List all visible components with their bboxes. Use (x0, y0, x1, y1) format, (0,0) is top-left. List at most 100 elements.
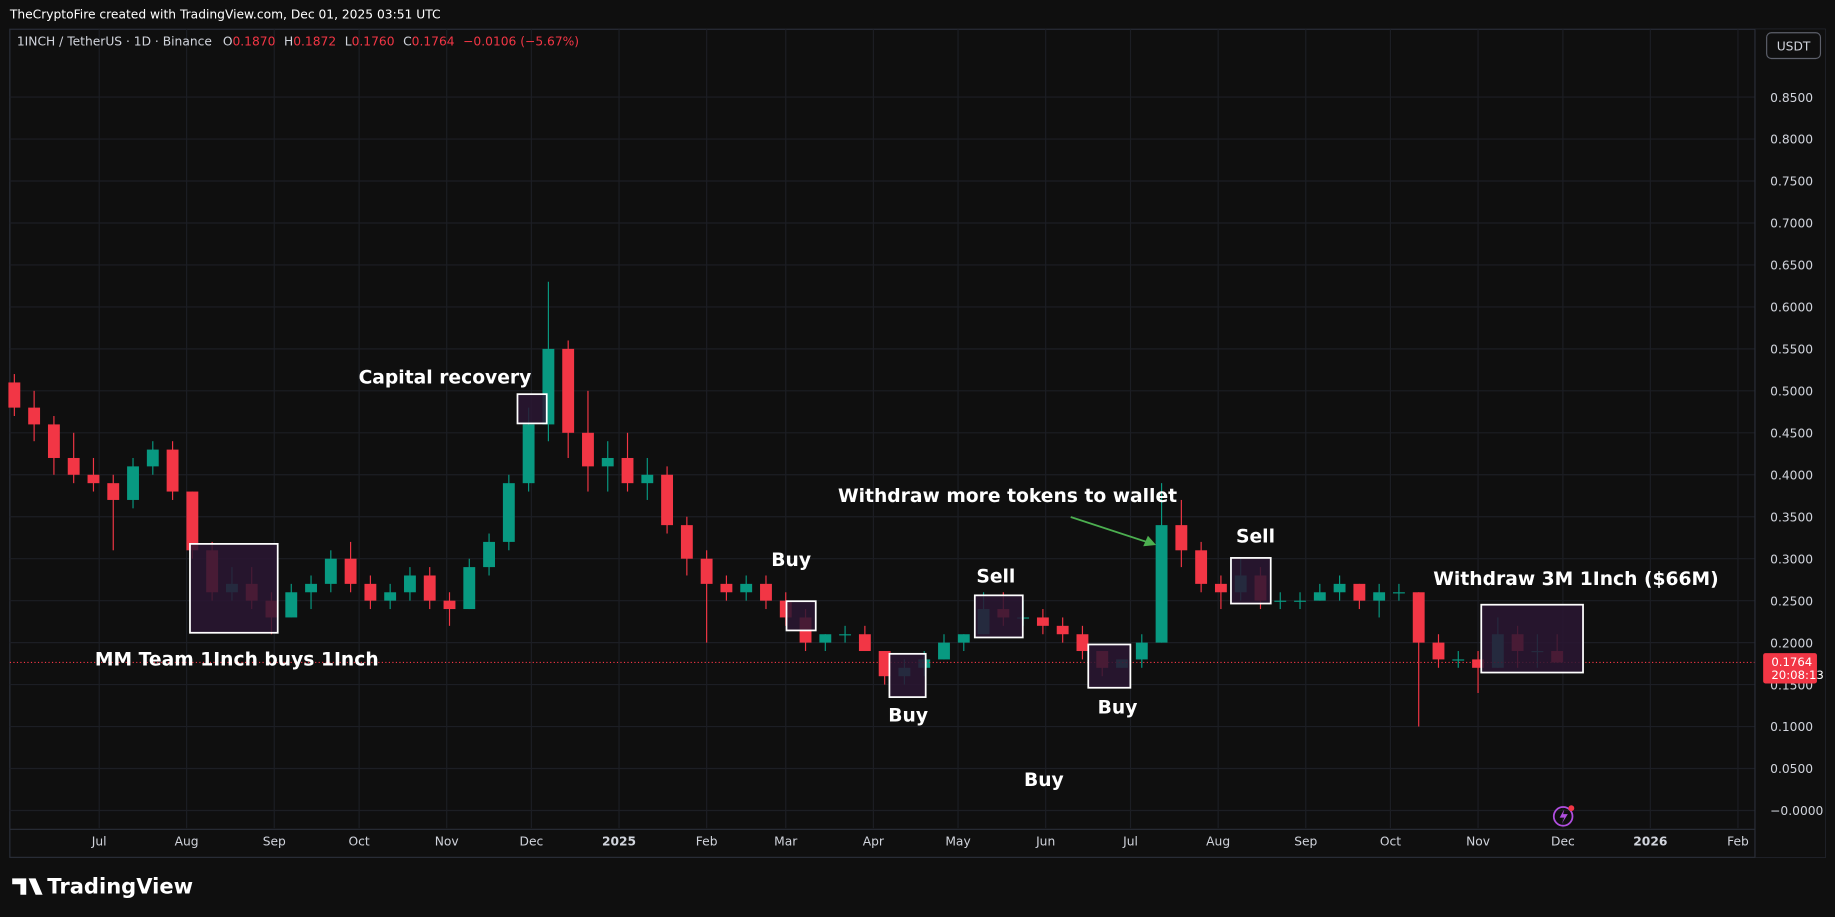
alert-circle[interactable] (1552, 806, 1574, 827)
annotation-boxes (189, 393, 1584, 698)
grid (9, 29, 1755, 829)
candle-body (1076, 634, 1089, 652)
last-price-tag (1763, 653, 1817, 684)
symbol-line: 1INCH / TetherUS · 1D · Binance O0.1870 … (17, 35, 579, 49)
candle-body (107, 483, 120, 500)
x-tick-label: Jul (91, 835, 107, 849)
change: −0.0106 (−5.67%) (463, 35, 579, 49)
y-tick-label: 0.1000 (1770, 720, 1813, 734)
candle-body (522, 424, 535, 484)
candle-body (483, 541, 495, 568)
candle-body (1135, 642, 1148, 660)
y-tick-label: 0.8000 (1770, 133, 1813, 147)
candle-body (582, 432, 594, 467)
candle-body (1412, 592, 1425, 643)
x-tick-label: Sep (1294, 835, 1317, 849)
x-tick-label: Apr (863, 835, 885, 849)
brand: TradingView (12, 874, 193, 899)
candle-body (1036, 617, 1049, 626)
annotation: Buy (771, 550, 811, 571)
candle-body (720, 583, 733, 593)
ohlc-value: 0.1872 (293, 35, 336, 49)
x-tick-label: Aug (175, 835, 199, 849)
y-tick-label: 0.6000 (1770, 301, 1813, 315)
y-tick-label: 0.2000 (1770, 636, 1813, 650)
candle-body (601, 457, 614, 467)
chart-pane (9, 28, 1826, 858)
annotation: Sell (1236, 527, 1275, 548)
x-tick-label: Feb (696, 835, 718, 849)
x-tick-label: 2025 (602, 835, 636, 849)
y-tick-label: 0.0500 (1770, 762, 1813, 776)
annotation-box (189, 543, 279, 634)
candle-body (8, 382, 21, 408)
annotation-box (973, 594, 1024, 639)
candle-body (443, 600, 456, 610)
x-tick-label: Jun (1035, 835, 1055, 849)
x-tick-label: Oct (1380, 835, 1401, 849)
candle-body (1333, 583, 1346, 593)
alert-bolt[interactable] (1559, 809, 1568, 824)
currency-button[interactable] (1766, 32, 1822, 60)
candle-body (1472, 659, 1484, 668)
ohlc-label: O (223, 35, 233, 49)
candle-body (1274, 600, 1287, 602)
annotation-box (1087, 643, 1132, 689)
candle-body (146, 449, 159, 467)
candle-body (324, 558, 337, 584)
annotation: Buy (888, 706, 928, 727)
x-tick-label: Aug (1206, 835, 1230, 849)
annotation-box (1230, 557, 1272, 605)
y-tick-label: 0.3000 (1770, 552, 1813, 566)
ohlc-label: H (284, 35, 293, 49)
candle-body (1056, 625, 1069, 635)
annotation: Sell (976, 566, 1015, 587)
ohlc-value: 0.1764 (412, 35, 455, 49)
x-tick-label: Dec (520, 835, 544, 849)
candle-body (1452, 659, 1465, 661)
candle-body (957, 634, 970, 643)
candle-body (344, 558, 357, 584)
candle-body (47, 424, 60, 458)
candle-body (819, 634, 832, 643)
y-tick-label: −0.0000 (1770, 804, 1823, 818)
last-price-label: 0.1764 (1771, 655, 1812, 669)
candle-body (839, 634, 852, 636)
candle-body (938, 642, 950, 660)
x-tick-label: Jul (1122, 835, 1138, 849)
candle-body (700, 558, 713, 584)
candle-body (1373, 592, 1386, 601)
annotation-box (785, 600, 817, 632)
annotation: Withdraw 3M 1Inch ($66M) (1433, 569, 1718, 590)
x-tick-label: 2026 (1633, 835, 1667, 849)
candle-body (285, 592, 298, 618)
ohlc-label: L (345, 35, 352, 49)
arrow (1070, 516, 1157, 547)
x-tick-label: Nov (1466, 835, 1490, 849)
candle-body (1175, 525, 1188, 551)
currency-label[interactable]: USDT (1777, 39, 1811, 53)
annotation: Withdraw more tokens to wallet (838, 486, 1177, 507)
y-tick-label: 0.6500 (1770, 259, 1813, 273)
annotation-box (888, 652, 927, 698)
y-tick-label: 0.8500 (1770, 91, 1813, 105)
symbol: 1INCH / TetherUS · 1D · Binance (17, 35, 212, 49)
candle-body (67, 457, 80, 475)
annotation-box (516, 393, 548, 425)
ohlc-value: 0.1870 (232, 35, 275, 49)
alert-dot[interactable] (1568, 805, 1575, 812)
y-tick-label: 0.4500 (1770, 426, 1813, 440)
countdown: 20:08:13 (1771, 668, 1824, 682)
annotation: Capital recovery (359, 368, 532, 389)
candle-body (878, 651, 891, 677)
alert-icon[interactable] (1552, 805, 1575, 827)
candle-body (1432, 642, 1445, 660)
candle-body (423, 575, 436, 601)
candle-body (502, 483, 515, 542)
attribution: TheCryptoFire created with TradingView.c… (9, 8, 441, 22)
candle-body (28, 407, 41, 425)
x-tick-label: Sep (263, 835, 286, 849)
candle-body (1155, 525, 1168, 643)
annotation: Buy (1098, 697, 1138, 718)
y-tick-label: 0.4000 (1770, 468, 1813, 482)
